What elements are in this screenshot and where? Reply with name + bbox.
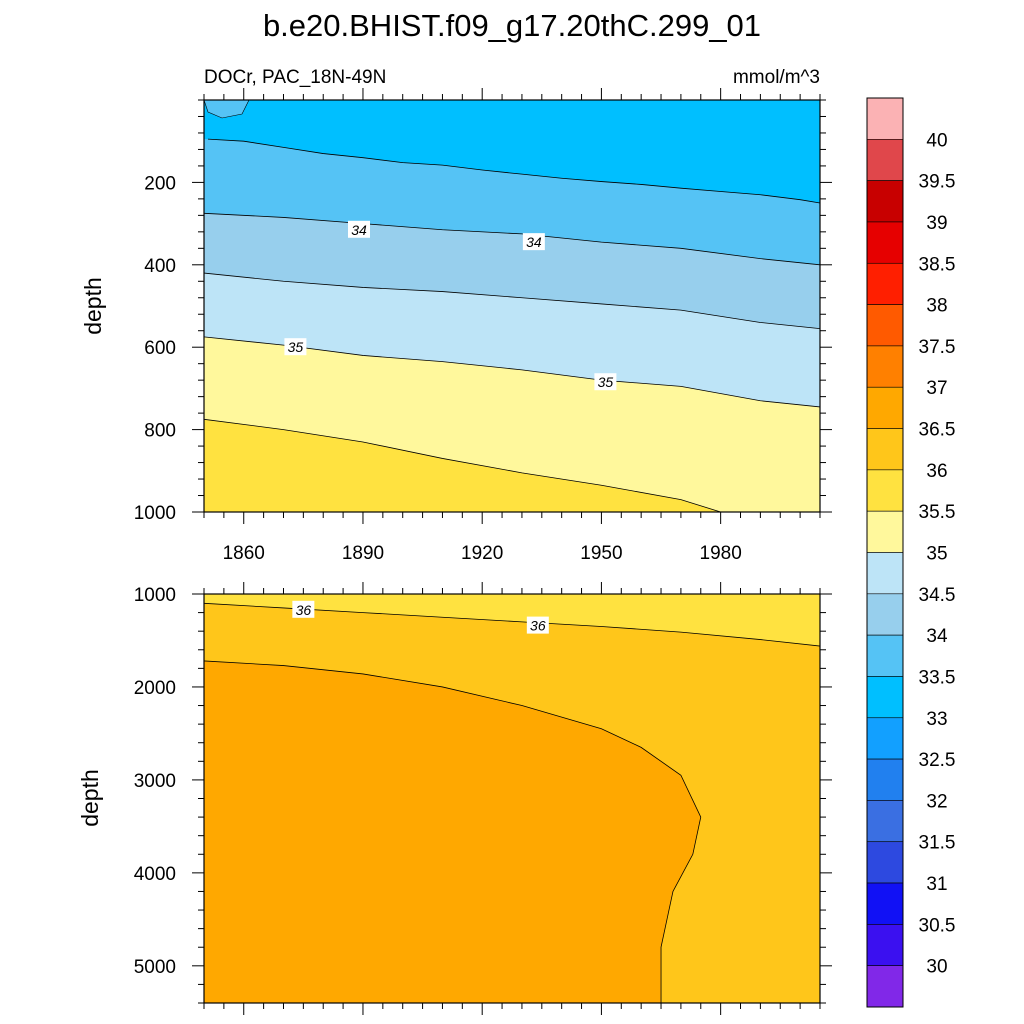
upper-x-tick-label: 1890 — [342, 543, 384, 564]
colorbar-label: 33 — [926, 709, 947, 730]
colorbar-swatch — [866, 758, 904, 801]
colorbar-label: 39 — [926, 213, 947, 234]
colorbar-label: 35 — [926, 544, 947, 565]
colorbar-label: 36.5 — [919, 420, 956, 441]
colorbar-label: 37 — [926, 378, 947, 399]
lower-contour-line-36.5 — [203, 660, 702, 1003]
colorbar-swatch — [866, 924, 904, 966]
lower-contour-label: 36 — [530, 618, 546, 634]
variable-label: DOCr, PAC_18N-49N — [204, 67, 386, 88]
upper-contour-line-35 — [203, 336, 821, 408]
colorbar-label: 34.5 — [919, 585, 956, 606]
colorbar-label: 31 — [926, 874, 947, 895]
upper-y-tick-label: 1000 — [134, 503, 176, 524]
upper-contour-label: 35 — [288, 339, 304, 355]
upper-contour-label-box — [522, 233, 545, 251]
colorbar-frame — [866, 97, 904, 1008]
upper-x-tick-label: 1860 — [223, 543, 265, 564]
colorbar-label: 31.5 — [919, 833, 956, 854]
lower-contour-label-box — [292, 600, 315, 618]
upper-contour-line-34.5 — [203, 272, 821, 330]
lower-contour-label: 36 — [296, 602, 312, 618]
colorbar-swatch — [866, 965, 904, 1008]
lower-y-tick-label: 2000 — [134, 678, 176, 699]
colorbar-swatch — [866, 262, 904, 305]
colorbar-swatch — [866, 552, 904, 595]
figure-title: b.e20.BHIST.f09_g17.20thC.299_01 — [263, 8, 761, 43]
upper-y-tick-label: 400 — [144, 256, 176, 277]
colorbar-swatch — [866, 304, 904, 347]
upper-contour-label: 35 — [598, 374, 614, 390]
colorbar-label: 38.5 — [919, 254, 956, 275]
upper-contour-label-box — [347, 220, 370, 238]
upper-y-tick-label: 600 — [144, 338, 176, 359]
upper-region-33.5 — [204, 100, 820, 203]
lower-y-tick-label: 1000 — [134, 585, 176, 606]
colorbar: 40 39.5 39 38.5 38 37.5 37 36.5 36 35.5 35 34.5 34 33… — [866, 97, 956, 1008]
upper-contour-label: 34 — [526, 234, 542, 250]
colorbar-swatch — [866, 841, 904, 884]
colorbar-swatch — [866, 97, 904, 140]
upper-y-axis-label: depth — [80, 277, 106, 335]
colorbar-swatch — [866, 882, 904, 925]
upper-y-tick-label: 200 — [144, 173, 176, 194]
upper-contour-line-34 — [203, 212, 821, 266]
lower-y-tick-label: 4000 — [134, 864, 176, 885]
lower-y-axis-label: depth — [77, 769, 103, 827]
colorbar-label: 35.5 — [919, 502, 956, 523]
lower-region-36.5 — [204, 594, 820, 1003]
units-label: mmol/m^3 — [733, 67, 820, 88]
upper-x-tick-label: 1980 — [700, 543, 742, 564]
colorbar-label: 32 — [926, 791, 947, 812]
upper-plot-frame — [203, 99, 821, 513]
colorbar-swatch — [866, 634, 904, 677]
colorbar-swatch — [866, 676, 904, 719]
upper-contour-label-box — [284, 338, 307, 356]
colorbar-label: 40 — [926, 130, 947, 151]
upper-contour-label: 34 — [351, 222, 367, 238]
colorbar-swatch — [866, 593, 904, 636]
colorbar-swatch — [866, 717, 904, 760]
colorbar-label: 39.5 — [919, 172, 956, 193]
colorbar-swatch — [866, 221, 904, 264]
colorbar-swatch — [866, 510, 904, 553]
upper-contour-line-33.5 — [207, 138, 821, 204]
colorbar-swatch — [866, 345, 904, 388]
colorbar-swatch — [866, 180, 904, 223]
upper-x-tick-label: 1920 — [461, 543, 503, 564]
colorbar-label: 38 — [926, 296, 947, 317]
colorbar-swatch — [866, 428, 904, 471]
upper-contour-label-box — [594, 373, 617, 391]
colorbar-label: 34 — [926, 626, 948, 647]
colorbar-label: 30.5 — [919, 915, 956, 936]
colorbar-label: 37.5 — [919, 337, 956, 358]
lower-y-tick-label: 5000 — [134, 957, 176, 978]
colorbar-swatch — [866, 800, 904, 843]
upper-x-tick-label: 1950 — [580, 543, 622, 564]
colorbar-label: 32.5 — [919, 750, 956, 771]
colorbar-label: 36 — [926, 461, 947, 482]
lower-region-36 — [204, 594, 820, 647]
upper-panel: 34 34 35 35 1860 1890 1920 1950 1980 200 400 600 800… — [134, 88, 832, 564]
upper-contour-line-35.5 — [203, 418, 721, 513]
upper-y-tick-label: 800 — [144, 421, 176, 442]
lower-panel: 36 36 1000 2000 3000 4000 5000 — [134, 582, 832, 1015]
colorbar-label: 33.5 — [919, 667, 956, 688]
colorbar-swatch — [866, 386, 904, 429]
colorbar-swatch — [866, 139, 904, 181]
lower-contour-label-box — [526, 616, 549, 634]
colorbar-label: 30 — [926, 957, 947, 978]
colorbar-swatch — [866, 469, 904, 512]
lower-y-tick-label: 3000 — [134, 771, 176, 792]
